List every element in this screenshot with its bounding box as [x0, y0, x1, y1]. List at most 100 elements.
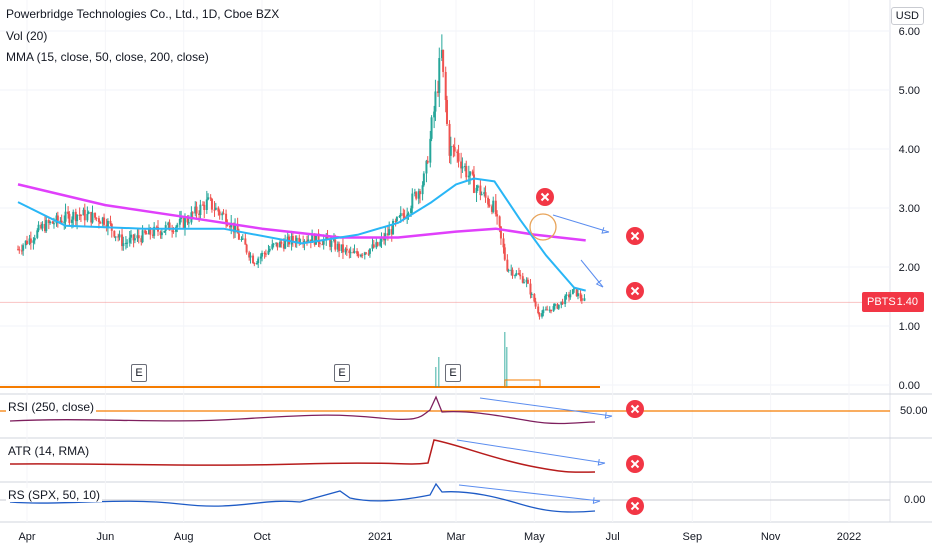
currency-button[interactable]: USD — [890, 7, 924, 25]
candle-body — [259, 256, 262, 259]
candle-body — [313, 234, 316, 245]
rs-pane-label[interactable]: RS (SPX, 50, 10) — [6, 488, 103, 502]
candle-body — [33, 237, 36, 241]
candle-body — [472, 174, 475, 193]
candle-body — [41, 223, 44, 229]
candle-body — [122, 243, 125, 247]
candle-body — [144, 230, 147, 234]
candle-body — [542, 309, 545, 314]
candle-body — [388, 229, 391, 236]
candle-body — [368, 248, 371, 254]
candle-body — [24, 240, 27, 246]
candle-body — [149, 228, 152, 235]
candle-body — [298, 237, 301, 244]
candle-body — [483, 192, 486, 195]
candle-body — [249, 255, 252, 258]
cross-glyph — [540, 192, 550, 202]
candle-body — [519, 274, 522, 277]
candle-body — [90, 211, 93, 223]
volume-bar — [438, 357, 440, 387]
candle-body — [357, 253, 360, 257]
candle-body — [182, 217, 185, 229]
candle-body — [47, 220, 50, 223]
candle-body — [178, 218, 181, 225]
trend-arrow — [456, 439, 606, 464]
candle-body — [282, 243, 285, 249]
candle-body — [575, 287, 578, 297]
candle-body — [121, 234, 124, 247]
candle-body — [525, 279, 528, 283]
candle-body — [279, 241, 282, 248]
candle-body — [492, 200, 495, 212]
candle-body — [383, 237, 386, 241]
candle-body — [221, 213, 224, 216]
earnings-marker[interactable]: E — [445, 364, 461, 382]
x-tick-label: Mar — [447, 531, 466, 543]
candle-body — [561, 301, 564, 305]
candle-body — [583, 298, 586, 301]
candle-body — [534, 301, 537, 307]
candle-body — [26, 240, 28, 244]
y-tick-label: 3.00 — [899, 203, 920, 215]
rs-line — [9, 482, 596, 513]
candle-body — [321, 244, 324, 246]
candle-body — [291, 236, 294, 242]
cross-glyph — [630, 459, 640, 469]
candle-body — [523, 282, 526, 284]
candle-body — [422, 173, 425, 186]
candle-body — [425, 160, 428, 174]
candle-body — [272, 243, 275, 245]
trend-arrowhead — [597, 458, 606, 466]
candle-body — [225, 213, 228, 225]
candle-body — [167, 222, 170, 226]
atr-pane-label[interactable]: ATR (14, RMA) — [6, 444, 92, 458]
candle-body — [163, 230, 166, 233]
candle-body — [507, 269, 510, 271]
candle-body — [352, 252, 355, 254]
candle-body — [452, 145, 455, 148]
earnings-marker[interactable]: E — [131, 364, 147, 382]
candle-body — [97, 218, 100, 223]
candle-body — [94, 212, 97, 218]
candle-body — [434, 91, 437, 112]
candle-body — [553, 303, 556, 307]
candle-body — [398, 216, 401, 218]
candle-body — [82, 209, 85, 216]
candle-body — [106, 220, 109, 228]
earnings-marker[interactable]: E — [334, 364, 350, 382]
candle-body — [456, 151, 459, 154]
y-tick-label: 0.00 — [899, 380, 920, 392]
x-tick-label: Nov — [761, 531, 781, 543]
candle-body — [461, 166, 464, 169]
rsi-line — [9, 395, 596, 425]
candle-body — [263, 252, 266, 254]
candle-body — [17, 249, 20, 251]
candle-body — [295, 237, 298, 244]
candle-body — [544, 309, 547, 311]
candle-body — [498, 216, 501, 227]
candle-body — [579, 293, 582, 299]
mma-indicator-label[interactable]: MMA (15, close, 50, close, 200, close) — [6, 50, 209, 64]
candle-body — [286, 236, 289, 241]
candle-body — [91, 212, 94, 223]
crossover-circle — [529, 213, 557, 241]
candle-body — [341, 244, 344, 253]
candle-body — [99, 222, 102, 224]
candle-body — [248, 252, 251, 258]
candle-body — [463, 166, 466, 168]
candle-body — [207, 197, 210, 200]
candle-body — [521, 276, 524, 283]
x-tick-label: Jun — [96, 531, 114, 543]
candle-body — [457, 153, 460, 162]
candle-body — [438, 58, 441, 93]
volume-bar — [506, 347, 508, 387]
candle-body — [480, 194, 483, 196]
candle-body — [109, 220, 112, 224]
volume-indicator-label[interactable]: Vol (20) — [6, 29, 48, 43]
candle-body — [151, 234, 154, 236]
candle-body — [68, 213, 71, 223]
rsi-pane-label[interactable]: RSI (250, close) — [6, 400, 97, 414]
candle-body — [496, 214, 499, 217]
candle-body — [171, 230, 174, 232]
